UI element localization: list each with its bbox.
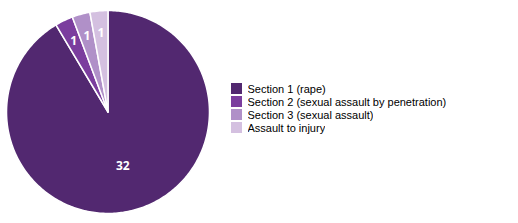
html-text:Section 1 (rape): Section 1 (rape) bbox=[247, 82, 326, 95]
svg-text:32: 32 bbox=[116, 157, 130, 174]
svg-text:1: 1 bbox=[97, 24, 104, 41]
html-text:Section 3 (sexual assault): Section 3 (sexual assault) bbox=[247, 108, 374, 121]
html-text:Section 2 (sexual assault by p: Section 2 (sexual assault by penetration… bbox=[247, 95, 447, 108]
svg-text:1: 1 bbox=[84, 27, 91, 44]
html-text:Assault to injury: Assault to injury bbox=[247, 121, 326, 134]
svg-text:1: 1 bbox=[70, 32, 77, 49]
